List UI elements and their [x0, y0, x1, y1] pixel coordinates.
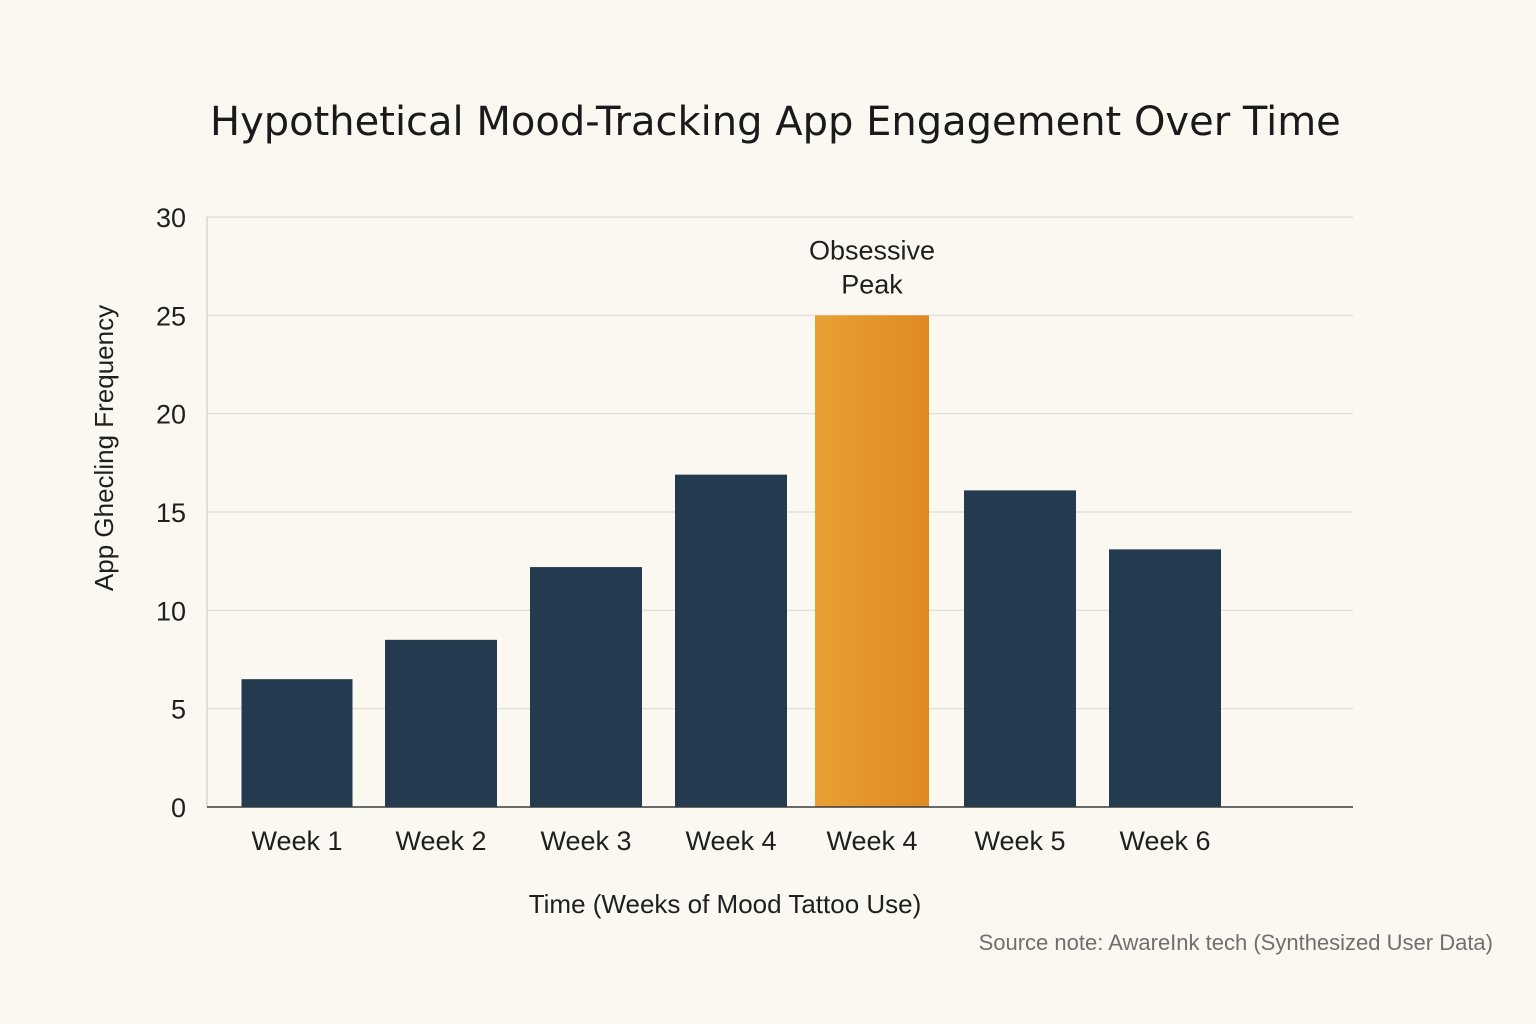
- annotation-text: Peak: [841, 269, 903, 299]
- y-tick-label: 5: [171, 695, 186, 725]
- x-tick-label: Week 5: [974, 826, 1065, 856]
- x-tick-label: Week 4: [826, 826, 917, 856]
- x-tick-label: Week 4: [685, 826, 776, 856]
- y-tick-label: 25: [156, 301, 186, 331]
- x-tick-label: Week 1: [251, 826, 342, 856]
- y-tick-label: 20: [156, 400, 186, 430]
- x-tick-label: Week 3: [540, 826, 631, 856]
- y-axis-label: App Ghecling Frequency: [89, 305, 119, 591]
- bar: [675, 474, 787, 807]
- y-tick-labels: 0 5 10 15 20 25 30: [156, 203, 186, 823]
- bar: [241, 679, 353, 807]
- y-tick-label: 10: [156, 596, 186, 626]
- annotation-group: Obsessive Peak: [809, 235, 935, 299]
- y-tick-label: 30: [156, 203, 186, 233]
- bar: [1109, 549, 1221, 807]
- x-tick-label: Week 6: [1119, 826, 1210, 856]
- y-tick-label: 15: [156, 498, 186, 528]
- bar-highlight: [815, 315, 929, 807]
- x-tick-labels: Week 1 Week 2 Week 3 Week 4 Week 4 Week 5 Week…: [251, 826, 1210, 856]
- bar: [530, 567, 642, 807]
- annotation-text: Obsessive: [809, 235, 935, 265]
- bar: [385, 639, 497, 807]
- y-tick-label: 0: [171, 793, 186, 823]
- bar: [964, 490, 1076, 807]
- chart-title: Hypothetical Mood-Tracking App Engagemen…: [210, 99, 1341, 145]
- x-axis-label: Time (Weeks of Mood Tattoo Use): [529, 889, 922, 919]
- x-tick-label: Week 2: [395, 826, 486, 856]
- bars: [207, 315, 1353, 808]
- source-note: Source note: AwareInk tech (Synthesized …: [979, 930, 1493, 955]
